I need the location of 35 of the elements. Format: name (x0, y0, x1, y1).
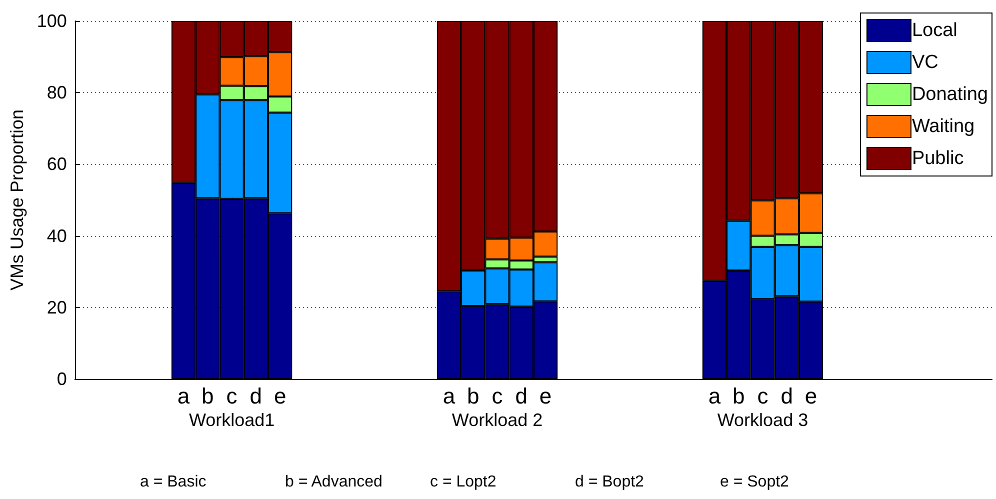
text: a = Basic (140, 474, 206, 490)
text: e = Sopt2 (720, 474, 790, 490)
legend-label: Local (912, 20, 958, 41)
y-tick-label: 40 (46, 226, 67, 246)
text: b = Advanced (285, 474, 382, 490)
legend-label: Waiting (912, 116, 975, 137)
x-tick-label: d (515, 384, 528, 408)
y-axis-title: VMs Usage Proportion (7, 109, 27, 291)
legend-label: VC (912, 52, 938, 73)
x-tick-label: d (250, 384, 262, 408)
x-tick-label: b (467, 384, 480, 408)
x-tick-label: e (274, 384, 286, 408)
x-tick-label: e (539, 384, 552, 408)
x-tick-label: c (226, 384, 238, 408)
x-tick-label: b (202, 384, 214, 408)
legend-label: Public (912, 148, 964, 169)
x-tick-label: d (780, 384, 793, 408)
x-tick-label: e (804, 384, 818, 408)
y-tick-label: 80 (46, 82, 67, 103)
text: c = Lopt2 (430, 474, 496, 490)
text: Workload1 (188, 410, 275, 430)
y-tick-label: 60 (46, 154, 67, 174)
y-tick-label: 20 (46, 297, 67, 318)
legend-label: Donating (912, 84, 988, 105)
text: d = Bopt2 (575, 474, 644, 490)
text: Workload 2 (452, 410, 543, 430)
x-tick-label: a (177, 384, 190, 408)
x-tick-label: b (732, 384, 745, 408)
x-tick-label: c (757, 384, 768, 408)
text: Workload 3 (717, 410, 808, 430)
y-tick-label: 0 (56, 369, 67, 389)
x-tick-label: c (492, 384, 503, 408)
y-tick-label: 100 (36, 11, 67, 31)
x-tick-label: a (442, 384, 456, 408)
x-tick-label: a (708, 384, 722, 408)
